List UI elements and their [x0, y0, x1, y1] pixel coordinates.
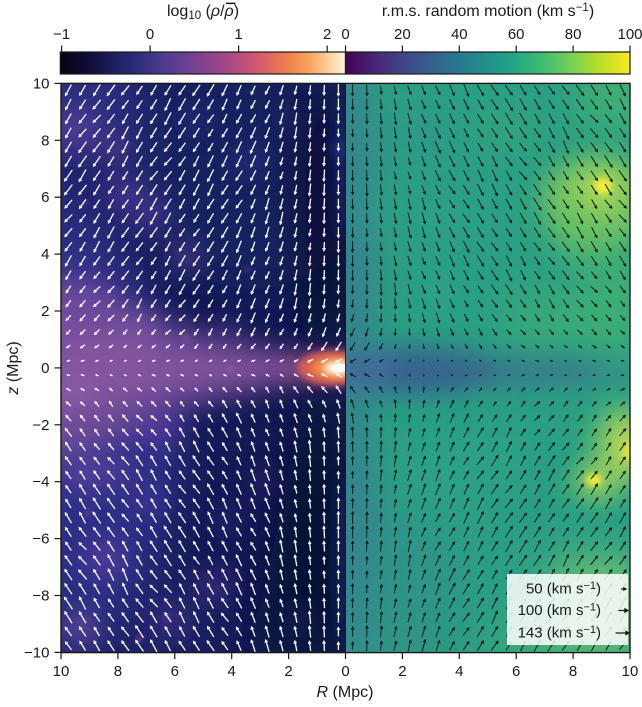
- svg-text:8: 8: [114, 663, 122, 680]
- svg-text:6: 6: [171, 663, 179, 680]
- svg-text:4: 4: [455, 663, 463, 680]
- svg-text:−10: −10: [24, 644, 49, 661]
- svg-text:−8: −8: [32, 588, 49, 605]
- svg-text:2: 2: [41, 303, 49, 320]
- svg-text:0: 0: [146, 26, 154, 43]
- svg-text:40: 40: [451, 26, 468, 43]
- svg-text:z (Mpc): z (Mpc): [5, 341, 22, 395]
- svg-text:10: 10: [33, 75, 50, 92]
- svg-text:−2: −2: [32, 417, 49, 434]
- svg-text:2: 2: [398, 663, 406, 680]
- svg-text:log10 (ρ/ρ): log10 (ρ/ρ): [167, 3, 239, 22]
- svg-text:50 (km s−1): 50 (km s−1): [526, 580, 601, 598]
- svg-text:80: 80: [565, 26, 582, 43]
- svg-text:R (Mpc): R (Mpc): [317, 684, 374, 701]
- svg-text:60: 60: [508, 26, 525, 43]
- svg-text:10: 10: [53, 663, 70, 680]
- svg-text:0: 0: [41, 360, 49, 377]
- svg-text:143 (km s−1): 143 (km s−1): [518, 624, 601, 642]
- svg-text:10: 10: [622, 663, 639, 680]
- svg-text:4: 4: [41, 246, 49, 263]
- svg-text:−1: −1: [53, 26, 70, 43]
- svg-text:6: 6: [41, 189, 49, 206]
- svg-text:8: 8: [41, 132, 49, 149]
- svg-text:0: 0: [341, 26, 349, 43]
- svg-text:1: 1: [234, 26, 242, 43]
- svg-text:0: 0: [341, 663, 349, 680]
- svg-text:2: 2: [323, 26, 331, 43]
- svg-text:2: 2: [284, 663, 292, 680]
- svg-text:100: 100: [617, 26, 642, 43]
- svg-text:4: 4: [228, 663, 236, 680]
- svg-text:6: 6: [512, 663, 520, 680]
- svg-text:20: 20: [394, 26, 411, 43]
- svg-text:8: 8: [569, 663, 577, 680]
- svg-text:r.m.s. random motion (km s−1): r.m.s. random motion (km s−1): [382, 2, 594, 20]
- svg-text:−4: −4: [32, 474, 49, 491]
- svg-text:−6: −6: [32, 531, 49, 548]
- svg-text:100 (km s−1): 100 (km s−1): [518, 602, 601, 620]
